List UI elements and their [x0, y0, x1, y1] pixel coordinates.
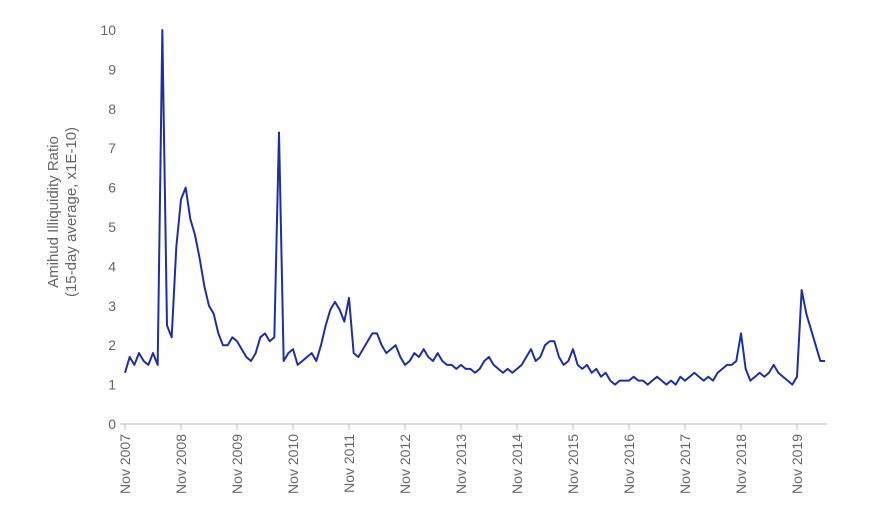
y-axis-title: Amihud Illiquidity Ratio	[45, 136, 62, 288]
x-tick-label: Nov 2018	[733, 434, 749, 494]
y-tick-label: 4	[108, 258, 116, 274]
x-tick-label: Nov 2011	[341, 434, 357, 493]
x-tick-label: Nov 2014	[509, 434, 525, 494]
x-tick-label: Nov 2016	[621, 434, 637, 494]
y-tick-label: 6	[108, 180, 116, 196]
x-tick-label: Nov 2009	[229, 434, 245, 494]
x-tick-label: Nov 2015	[565, 434, 581, 494]
y-tick-label: 2	[108, 337, 116, 353]
y-tick-label: 1	[108, 377, 116, 393]
y-tick-label: 0	[108, 416, 116, 432]
x-tick-label: Nov 2017	[677, 434, 693, 494]
x-tick-label: Nov 2010	[285, 434, 301, 494]
x-tick-label: Nov 2012	[397, 434, 413, 494]
y-tick-label: 10	[100, 22, 116, 38]
y-tick-label: 9	[108, 61, 116, 77]
x-tick-label: Nov 2013	[453, 434, 469, 494]
y-tick-label: 3	[108, 298, 116, 314]
y-tick-label: 8	[108, 101, 116, 117]
y-tick-label: 5	[108, 219, 116, 235]
y-axis-title: (15-day average, x1E-10)	[63, 127, 80, 297]
x-tick-label: Nov 2019	[789, 434, 805, 494]
y-tick-label: 7	[108, 140, 116, 156]
series-line	[124, 29, 825, 386]
x-tick-label: Nov 2008	[173, 434, 189, 494]
x-tick-label: Nov 2007	[117, 434, 133, 494]
